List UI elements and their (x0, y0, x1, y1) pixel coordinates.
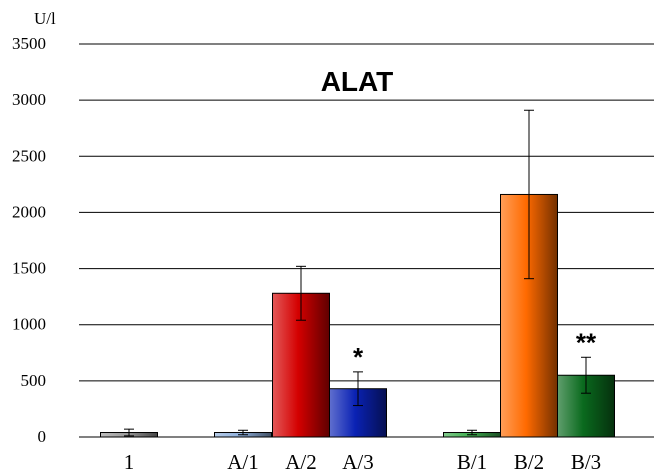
y-axis-ticks: 0 500 1000 1500 2000 2500 3000 3500 (12, 34, 46, 446)
category-label-a-1: A/1 (227, 450, 259, 474)
category-label-b-3: B/3 (571, 450, 601, 474)
chart-title: ALAT (321, 66, 394, 97)
y-tick-label-1000: 1000 (12, 315, 46, 334)
y-tick-label-3000: 3000 (12, 90, 46, 109)
category-label-a-3: A/3 (342, 450, 374, 474)
y-tick-label-3500: 3500 (12, 34, 46, 53)
category-label-a-2: A/2 (285, 450, 317, 474)
error-bar-a-2 (296, 265, 306, 321)
category-label-1: 1 (124, 450, 135, 474)
error-bars (124, 109, 591, 437)
error-bar-a-3 (353, 371, 363, 407)
y-tick-label-0: 0 (38, 427, 47, 446)
y-tick-label-2000: 2000 (12, 202, 46, 221)
error-bar-a-1 (238, 429, 248, 436)
y-tick-label-2500: 2500 (12, 146, 46, 165)
error-bar-b-3 (581, 356, 591, 394)
significance-annotations: * ** (353, 327, 597, 372)
category-label-b-2: B/2 (514, 450, 544, 474)
annotation-b-3: ** (576, 327, 597, 357)
gridlines (79, 43, 654, 382)
error-bar-b-1 (467, 429, 477, 436)
y-axis-unit-label: U/l (34, 9, 56, 28)
y-tick-label-1500: 1500 (12, 259, 46, 278)
error-bar-b-2 (524, 109, 534, 280)
annotation-a-3: * (353, 342, 364, 372)
error-bar-1 (124, 428, 134, 437)
y-tick-label-500: 500 (21, 371, 47, 390)
x-axis-category-labels: 1 A/1 A/2 A/3 B/1 B/2 B/3 (124, 450, 601, 474)
category-label-b-1: B/1 (457, 450, 487, 474)
